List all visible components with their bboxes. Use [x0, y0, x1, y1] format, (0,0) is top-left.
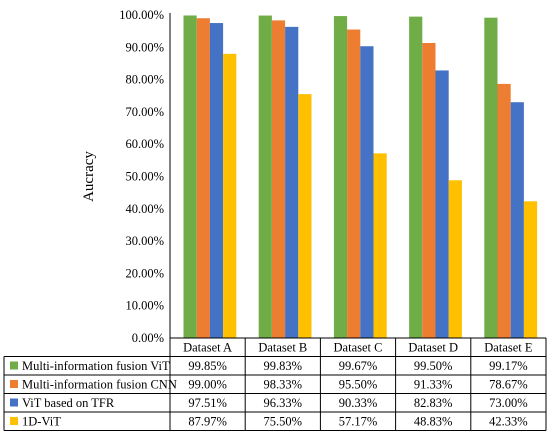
bar-2-3: [347, 29, 361, 338]
legend-series-name: 1D-ViT: [22, 415, 61, 429]
category-label: Dataset D: [408, 341, 458, 355]
y-tick-label: 90.00%: [125, 40, 164, 54]
y-tick-label: 0.00%: [132, 331, 164, 345]
bar-4-2: [298, 94, 312, 338]
table-value: 82.83%: [414, 396, 453, 410]
bar-1-3: [333, 16, 348, 339]
y-tick-label: 100.00%: [119, 8, 164, 22]
y-tick-label: 30.00%: [125, 234, 164, 248]
category-label: Dataset E: [484, 341, 533, 355]
bar-4-4: [448, 180, 462, 338]
table-value: 48.83%: [414, 415, 453, 429]
bar-4-5: [523, 201, 538, 338]
bar-2-5: [497, 83, 511, 338]
table-value: 57.17%: [339, 415, 378, 429]
bar-1-5: [484, 17, 498, 338]
table-value: 91.33%: [414, 378, 453, 392]
category-label: Dataset A: [183, 341, 232, 355]
bar-2-2: [271, 20, 286, 338]
category-label: Dataset B: [258, 341, 307, 355]
legend-swatch-4: [10, 417, 18, 425]
y-tick-label: 20.00%: [125, 266, 164, 280]
bar-3-2: [285, 26, 299, 339]
table-value: 98.33%: [264, 378, 303, 392]
y-tick-label: 80.00%: [125, 73, 164, 87]
bar-3-3: [360, 46, 374, 338]
legend-series-name: ViT based on TFR: [22, 396, 115, 410]
bar-1-1: [183, 15, 197, 339]
table-value: 87.97%: [188, 415, 227, 429]
bar-2-4: [422, 43, 436, 339]
bar-4-3: [373, 153, 387, 338]
legend-series-name: Multi-information fusion ViT: [22, 359, 170, 373]
legend-swatch-3: [10, 398, 18, 407]
table-value: 96.33%: [264, 396, 303, 410]
table-value: 99.50%: [414, 359, 453, 373]
table-value: 97.51%: [188, 396, 227, 410]
table-value: 90.33%: [339, 396, 378, 410]
legend-swatch-1: [10, 361, 18, 370]
table-value: 99.67%: [339, 359, 378, 373]
y-tick-label: 60.00%: [125, 137, 164, 151]
table-value: 99.85%: [188, 359, 227, 373]
table-value: 42.33%: [489, 415, 528, 429]
table-value: 99.17%: [489, 359, 528, 373]
bar-1-2: [258, 15, 272, 338]
table-value: 73.00%: [489, 396, 528, 410]
legend-swatch-2: [10, 380, 18, 388]
bar-3-1: [209, 23, 224, 339]
table-value: 75.50%: [264, 415, 303, 429]
bar-4-1: [223, 53, 237, 338]
category-label: Dataset C: [334, 341, 383, 355]
y-tick-label: 40.00%: [125, 202, 164, 216]
table-value: 95.50%: [339, 378, 378, 392]
bar-3-4: [435, 70, 449, 338]
bar-1-4: [409, 16, 423, 339]
table-value: 99.83%: [264, 359, 303, 373]
y-tick-label: 50.00%: [125, 170, 164, 184]
y-axis-title: Aucracy: [81, 151, 97, 202]
table-value: 78.67%: [489, 378, 528, 392]
y-tick-label: 10.00%: [125, 299, 164, 313]
legend-series-name: Multi-information fusion CNN: [22, 378, 177, 392]
y-tick-label: 70.00%: [125, 105, 164, 119]
bar-3-5: [510, 102, 524, 339]
table-value: 99.00%: [188, 378, 227, 392]
bar-2-1: [196, 18, 210, 338]
